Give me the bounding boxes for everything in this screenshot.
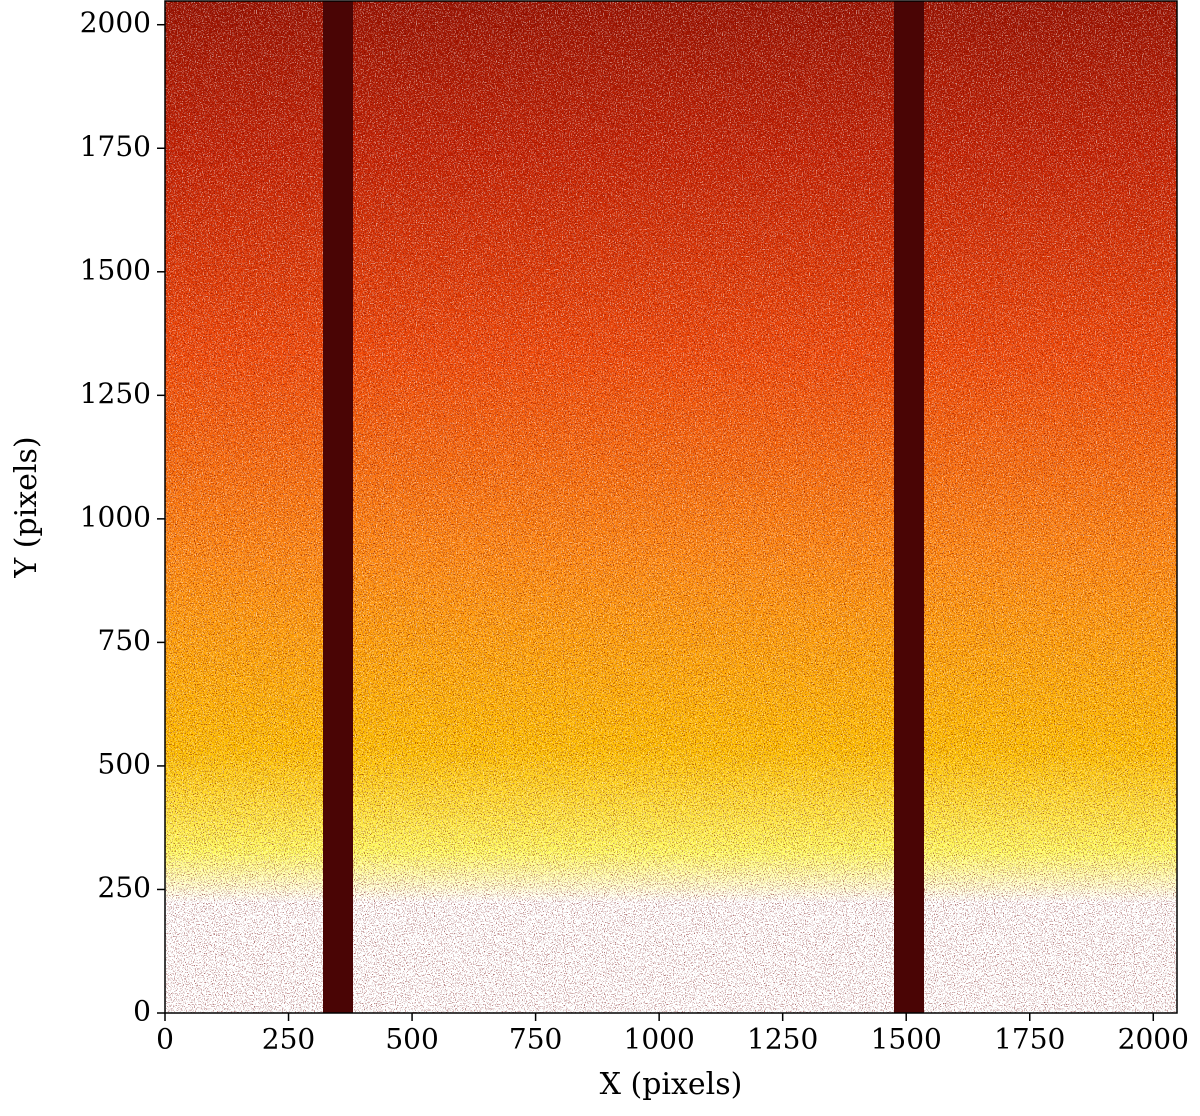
y-tick-label: 1250 (80, 377, 151, 410)
x-tick-label: 500 (385, 1023, 438, 1056)
y-tick-label: 2000 (80, 6, 151, 39)
y-tick-label: 0 (133, 995, 151, 1028)
x-tick-label: 1750 (994, 1023, 1065, 1056)
dead-column (894, 1, 924, 1013)
x-tick-label: 1250 (747, 1023, 818, 1056)
y-axis-label: Y (pixels) (9, 436, 44, 578)
x-tick-label: 1500 (871, 1023, 942, 1056)
x-tick-label: 250 (262, 1023, 315, 1056)
y-tick-label: 750 (98, 624, 151, 657)
y-tick-label: 500 (98, 747, 151, 780)
image-noise (165, 1, 1177, 1013)
x-axis-label: X (pixels) (600, 1067, 743, 1102)
y-tick-label: 250 (98, 871, 151, 904)
dead-column (323, 1, 353, 1013)
y-tick-label: 1750 (80, 130, 151, 163)
plot-frame (164, 0, 1178, 1014)
y-tick-label: 1000 (80, 500, 151, 533)
x-tick-label: 0 (156, 1023, 174, 1056)
image (165, 1, 1177, 1013)
x-tick-label: 2000 (1118, 1023, 1189, 1056)
y-tick-label: 1500 (80, 253, 151, 286)
x-tick-label: 750 (509, 1023, 562, 1056)
x-tick-label: 1000 (624, 1023, 695, 1056)
